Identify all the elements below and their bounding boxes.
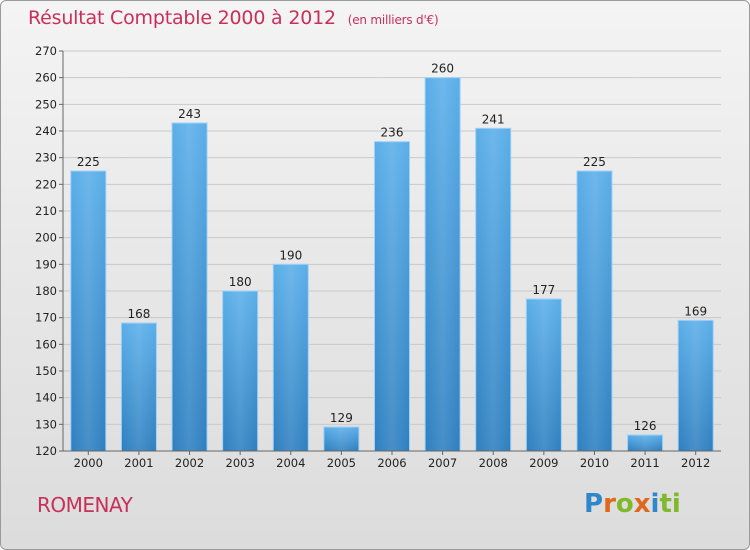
- y-tick-label: 130: [35, 417, 57, 431]
- bar-shine: [323, 427, 359, 451]
- bar-value-label: 236: [381, 126, 404, 140]
- y-tick-label: 230: [35, 151, 57, 165]
- y-tick-label: 250: [35, 97, 57, 111]
- chart-title-text: Résultat Comptable 2000 à 2012: [28, 7, 336, 29]
- x-tick-label: 2000: [74, 456, 103, 470]
- bar-value-label: 180: [229, 275, 252, 289]
- y-tick-label: 270: [35, 44, 57, 58]
- bar-shine: [678, 320, 714, 451]
- bar-shine: [576, 171, 612, 451]
- chart-title: Résultat Comptable 2000 à 2012 (en milli…: [28, 7, 439, 29]
- bar-value-label: 190: [279, 248, 302, 262]
- logo-letter: ti: [659, 489, 681, 519]
- y-axis: 120 130 140 150 160 170 180 190 200 210 220 230 240 2…: [35, 44, 64, 458]
- y-tick-label: 140: [35, 391, 57, 405]
- bar-value-label: 241: [482, 112, 505, 126]
- x-tick-label: 2002: [175, 456, 204, 470]
- x-tick-label: 2012: [681, 456, 710, 470]
- y-tick-label: 190: [35, 257, 57, 271]
- y-tick-label: 240: [35, 124, 57, 138]
- bar-shine: [425, 77, 461, 452]
- logo-letter: o: [615, 489, 634, 519]
- bar-value-label: 225: [77, 155, 100, 169]
- bar-value-label: 126: [634, 419, 657, 433]
- x-tick-label: 2011: [630, 456, 659, 470]
- bar-shine: [172, 123, 208, 451]
- x-tick-label: 2005: [327, 456, 356, 470]
- bar-shine: [475, 128, 511, 451]
- y-tick-label: 200: [35, 231, 57, 245]
- x-tick-label: 2003: [226, 456, 255, 470]
- y-tick-label: 160: [35, 337, 57, 351]
- proxiti-logo[interactable]: Proxiti: [584, 489, 681, 519]
- x-tick-label: 2006: [377, 456, 406, 470]
- bar-value-label: 225: [583, 155, 606, 169]
- x-tick-label: 2008: [479, 456, 508, 470]
- y-tick-label: 180: [35, 284, 57, 298]
- bar-shine: [121, 323, 157, 451]
- bar-shine: [222, 291, 258, 451]
- y-tick-label: 150: [35, 364, 57, 378]
- bar-value-label: 260: [431, 62, 454, 76]
- x-tick-label: 2010: [580, 456, 609, 470]
- y-tick-label: 120: [35, 444, 57, 458]
- bar-shine: [526, 299, 562, 451]
- y-tick-label: 220: [35, 177, 57, 191]
- bar-shine: [627, 435, 663, 451]
- commune-name: ROMENAY: [37, 493, 133, 517]
- bar-value-label: 168: [127, 307, 150, 321]
- x-tick-label: 2001: [124, 456, 153, 470]
- bar-value-label: 169: [684, 304, 707, 318]
- bar-value-label: 177: [532, 283, 555, 297]
- x-tick-label: 2004: [276, 456, 305, 470]
- x-tick-label: 2007: [428, 456, 457, 470]
- x-tick-label: 2009: [529, 456, 558, 470]
- x-axis: 2000 2001 2002 2003 2004 2005 2006 2007 2008 2009…: [63, 450, 721, 470]
- logo-letter: x: [633, 489, 651, 519]
- y-tick-label: 170: [35, 311, 57, 325]
- logo-letter: P: [584, 489, 604, 519]
- logo-letter: r: [603, 489, 616, 519]
- y-tick-label: 210: [35, 204, 57, 218]
- bar-value-label: 243: [178, 107, 201, 121]
- logo-letter: i: [650, 489, 660, 519]
- bar-value-label: 129: [330, 411, 353, 425]
- y-tick-label: 260: [35, 71, 57, 85]
- bar-shine: [70, 171, 106, 451]
- bar-shine: [273, 264, 309, 451]
- bars: 225 168 243 180 190 129 236 260 241 177 225 126 169: [70, 62, 714, 452]
- chart-unit: (en milliers d'€): [347, 13, 439, 27]
- bar-shine: [374, 141, 410, 451]
